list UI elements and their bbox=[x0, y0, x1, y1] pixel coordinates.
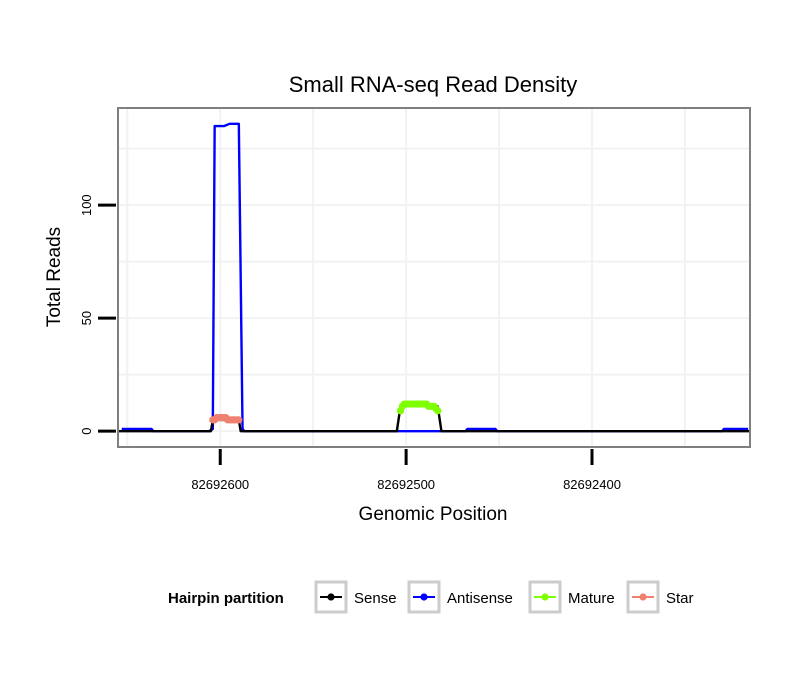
legend-label: Mature bbox=[568, 590, 615, 607]
series-line-sense bbox=[118, 405, 750, 433]
legend-item-antisense: Antisense bbox=[407, 580, 513, 614]
point-star bbox=[235, 416, 243, 424]
legend: Hairpin partition Sense Antisense Mature St… bbox=[168, 580, 694, 614]
legend-key-point bbox=[420, 593, 428, 601]
legend-title: Hairpin partition bbox=[168, 590, 284, 607]
legend-label: Star bbox=[666, 590, 694, 607]
y-axis-title: Total Reads bbox=[44, 227, 65, 327]
legend-label: Antisense bbox=[447, 590, 513, 607]
plot-panel-border bbox=[117, 107, 751, 448]
series-line-antisense bbox=[121, 122, 749, 433]
y-tick-label: 50 bbox=[79, 311, 94, 325]
y-tick-label: 0 bbox=[79, 428, 94, 435]
x-axis-title: Genomic Position bbox=[359, 504, 508, 525]
series-layer bbox=[118, 122, 750, 433]
point-mature bbox=[434, 407, 442, 415]
y-tick-label: 100 bbox=[79, 194, 94, 216]
legend-item-mature: Mature bbox=[528, 580, 615, 614]
legend-key-point bbox=[541, 593, 549, 601]
x-tick-label: 82692400 bbox=[563, 477, 621, 492]
legend-key-point bbox=[639, 593, 647, 601]
grid bbox=[118, 108, 750, 447]
x-tick-label: 82692600 bbox=[191, 477, 249, 492]
legend-label: Sense bbox=[354, 590, 397, 607]
legend-item-star: Star bbox=[626, 580, 694, 614]
x-tick-label: 82692500 bbox=[377, 477, 435, 492]
legend-key-point bbox=[327, 593, 335, 601]
legend-item-sense: Sense bbox=[314, 580, 397, 614]
axes: 0 50 100 82692600 82692500 82692400 bbox=[79, 194, 621, 492]
chart-title: Small RNA-seq Read Density bbox=[289, 72, 578, 97]
